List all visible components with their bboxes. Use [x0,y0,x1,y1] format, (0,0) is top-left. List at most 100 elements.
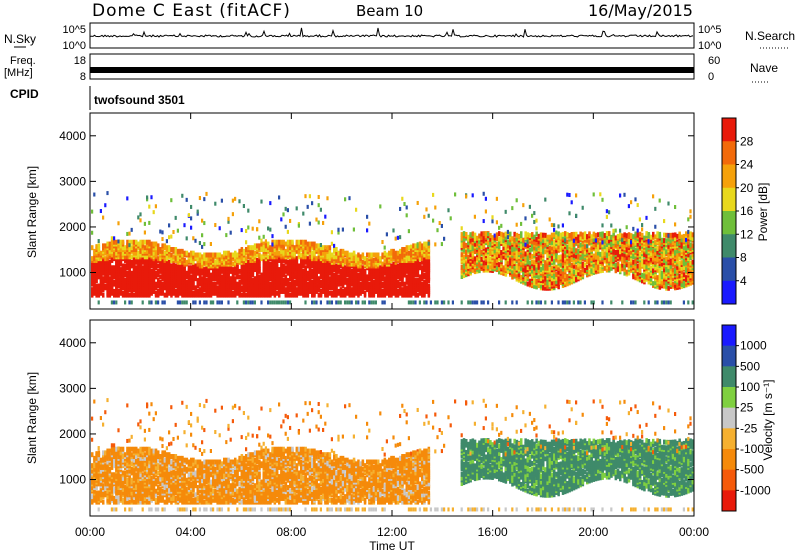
power-cell [289,265,292,271]
power-cell [245,285,248,291]
nsearch-label: N.Search [745,29,795,43]
power-cell [205,252,208,258]
power-cell [462,267,466,273]
power-cell [115,239,118,245]
power-cell [181,193,184,198]
nsky-tick-bottom: 10^0 [62,40,86,52]
power-cell [546,263,549,269]
power-cell [115,281,118,287]
power-cell [119,276,123,282]
power-cell [500,223,503,228]
power-cell [572,238,575,243]
power-cell [493,233,496,238]
power-cell [106,241,109,247]
power-cell [106,290,109,296]
power-cell [137,259,140,265]
power-cell [374,288,378,294]
power-cell [172,229,175,234]
power-cell [572,231,575,236]
power-cell [337,265,340,271]
power-cell [401,287,404,293]
power-cell [495,236,499,242]
power-cell [476,255,479,261]
power-cell [196,252,200,258]
power-cell [544,280,547,286]
power-cell [480,300,483,305]
power-cell [225,233,228,238]
power-cell [423,214,426,219]
power-cell [612,231,615,237]
power-cell [236,272,239,278]
power-cell [581,205,584,210]
power-cell [526,265,530,271]
power-cell [295,263,299,269]
power-cell [487,300,490,305]
power-cell [168,252,171,258]
power-cell [603,265,607,271]
power-cell [297,267,301,273]
power-cell [465,194,468,199]
power-cell [247,259,250,265]
power-cell [548,234,552,240]
power-cell [528,278,532,284]
power-cell [614,262,618,268]
power-cell [104,250,107,256]
power-cell [390,267,393,273]
power-cell [99,250,103,256]
power-cell [141,256,145,262]
power-cell [643,273,646,279]
power-cell [524,242,527,247]
power-cell [324,245,327,250]
power-cell [434,205,437,210]
power-cell [427,274,431,280]
power-cell [561,231,565,237]
power-cell [181,283,184,289]
power-cell [478,253,481,259]
power-cell [295,248,299,254]
power-cell [407,283,411,289]
power-cell [608,265,611,271]
power-cell [579,231,582,237]
power-cell [388,272,391,278]
power-cell [592,231,596,237]
power-cell [317,194,320,199]
power-cell [110,300,113,305]
power-cell [381,288,384,294]
power-cell [286,259,290,265]
power-cell [612,228,615,233]
power-cell [346,261,349,267]
power-cell [498,236,501,242]
cpid-label: CPID [10,87,39,101]
power-cell [337,227,340,232]
power-cell [594,251,598,257]
power-cell [324,247,327,253]
power-cell [165,239,168,244]
power-cell [304,245,307,251]
power-cell [335,250,338,256]
power-cell [227,250,230,256]
power-cell [108,292,112,298]
power-cell [317,281,321,287]
power-cell [174,254,178,260]
power-cell [368,300,371,305]
power-cell [513,259,516,265]
power-cell [271,278,274,284]
power-cell [315,259,318,265]
power-cell [207,252,211,258]
power-cell [476,235,479,241]
power-cell [564,234,567,240]
power-cell [302,211,305,216]
power-cell [278,276,281,282]
power-cell [528,247,532,253]
power-cell [561,261,565,267]
power-cell [531,213,534,218]
power-cell [504,235,508,241]
power-cell [392,261,395,267]
power-cell [352,292,356,298]
power-cell [253,250,257,256]
power-cell [418,287,422,293]
power-cell [614,228,617,233]
power-cell [311,274,314,280]
power-cell [374,276,378,282]
power-cell [278,195,281,200]
